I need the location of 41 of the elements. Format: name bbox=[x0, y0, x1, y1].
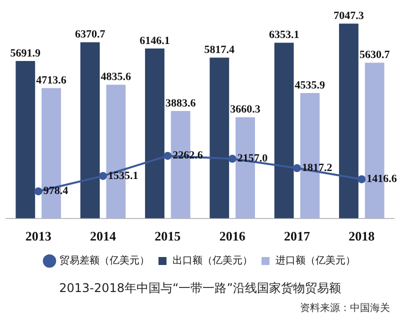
data-label: 5630.7 bbox=[359, 49, 390, 62]
x-tick-label: 2015 bbox=[154, 228, 182, 244]
data-label: 3660.3 bbox=[230, 104, 261, 116]
data-label: 4835.6 bbox=[100, 71, 132, 84]
data-label: 4713.6 bbox=[36, 74, 67, 86]
legend-label: 出口额（亿美元） bbox=[172, 254, 252, 267]
bar bbox=[80, 42, 100, 218]
data-label: 2157.0 bbox=[237, 152, 268, 165]
x-tick-label: 2016 bbox=[219, 228, 246, 244]
point bbox=[34, 187, 42, 196]
x-tick-label: 2013 bbox=[25, 228, 52, 244]
point bbox=[99, 172, 107, 180]
x-tick-label: 2017 bbox=[284, 228, 310, 244]
bar bbox=[339, 24, 358, 218]
x-tick-label: 2018 bbox=[348, 228, 376, 244]
legend-label: 进口额（亿美元） bbox=[276, 254, 356, 267]
data-label: 5691.9 bbox=[10, 47, 42, 60]
data-label: 1817.2 bbox=[302, 162, 333, 174]
data-label: 6353.1 bbox=[268, 29, 300, 42]
data-label: 7047.3 bbox=[334, 10, 364, 22]
bar bbox=[274, 42, 294, 218]
data-label: 2262.6 bbox=[172, 150, 204, 162]
data-label: 1535.1 bbox=[108, 170, 138, 182]
bar bbox=[16, 61, 36, 218]
data-label: 3883.6 bbox=[165, 97, 196, 110]
data-label: 6370.7 bbox=[74, 28, 106, 41]
data-label: 6146.1 bbox=[140, 34, 170, 47]
bar bbox=[210, 58, 230, 218]
data-label: 4535.9 bbox=[294, 79, 326, 92]
legend-label: 贸易差额（亿美元） bbox=[60, 254, 150, 267]
data-label: 5817.4 bbox=[204, 44, 236, 56]
point bbox=[358, 175, 366, 184]
point bbox=[293, 164, 301, 172]
text: 2013-2018年中国与“一带一路”沿线国家货物贸易额 bbox=[58, 280, 342, 297]
bar bbox=[145, 48, 164, 218]
point bbox=[164, 152, 172, 160]
data-label: 1416.6 bbox=[366, 173, 398, 186]
point bbox=[228, 154, 236, 163]
data-label: 978.4 bbox=[43, 185, 69, 198]
text: 资料来源：中国海关 bbox=[299, 302, 390, 315]
x-tick-label: 2014 bbox=[90, 228, 116, 244]
